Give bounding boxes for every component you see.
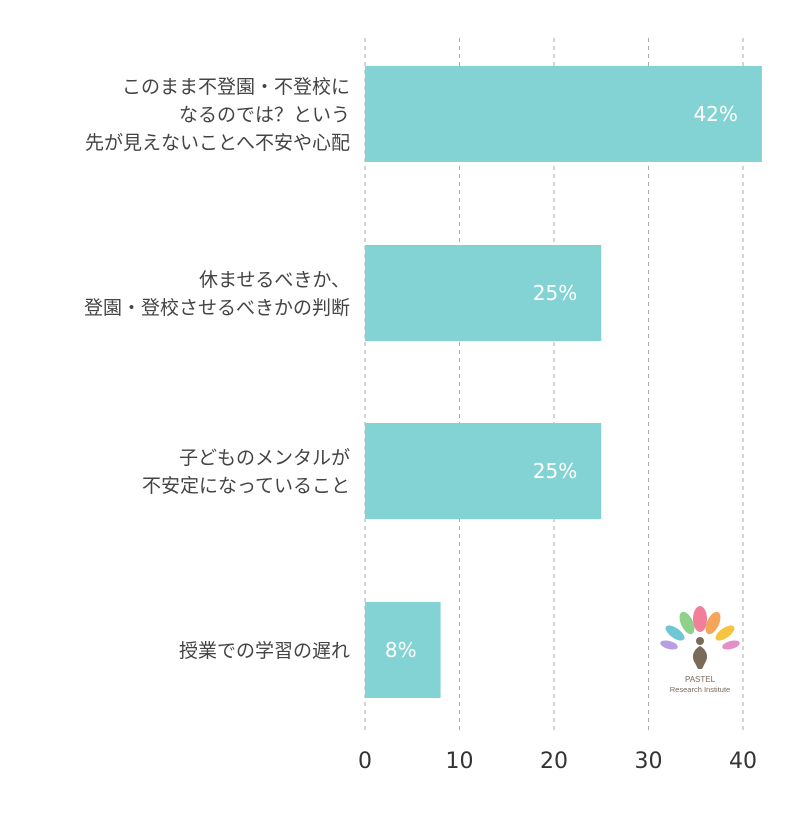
data-label-2: 25% bbox=[533, 281, 577, 305]
tick-label-40: 40 bbox=[729, 749, 757, 774]
pastel-logo: PASTEL Research Institute bbox=[660, 606, 740, 694]
category-label-4-line-1: 授業での学習の遅れ bbox=[179, 640, 350, 662]
logo-figure-icon bbox=[692, 637, 708, 669]
category-label-3-line-2: 不安定になっていること bbox=[142, 475, 350, 497]
logo-line2: Research Institute bbox=[670, 685, 730, 694]
category-label-1-line-3: 先が見えないことへ不安や心配 bbox=[85, 132, 350, 154]
bars: 42% 25% 25% 8% bbox=[365, 66, 762, 698]
logo-line1: PASTEL bbox=[685, 675, 716, 684]
category-label-1-line-1: このまま不登園・不登校に bbox=[122, 76, 350, 98]
x-tick-labels: 0 10 20 30 40 bbox=[358, 749, 757, 774]
category-labels: このまま不登園・不登校になるのでは？という先が見えないことへ不安や心配休ませるべ… bbox=[84, 76, 350, 662]
data-label-3: 25% bbox=[533, 459, 577, 483]
logo-petals-icon bbox=[660, 606, 740, 650]
tick-label-0: 0 bbox=[358, 749, 372, 774]
bar-4 bbox=[365, 602, 441, 698]
tick-label-20: 20 bbox=[540, 749, 568, 774]
data-label-4: 8% bbox=[385, 638, 417, 662]
tick-label-10: 10 bbox=[446, 749, 474, 774]
category-label-2-line-1: 休ませるべきか、 bbox=[199, 269, 350, 291]
data-label-1: 42% bbox=[693, 102, 737, 126]
category-label-3-line-1: 子どものメンタルが bbox=[179, 447, 350, 469]
tick-label-30: 30 bbox=[635, 749, 663, 774]
bar-3 bbox=[365, 423, 602, 519]
category-label-2-line-2: 登園・登校させるべきかの判断 bbox=[84, 297, 350, 319]
bar-1 bbox=[365, 66, 762, 162]
category-label-1-line-2: なるのでは？という bbox=[179, 104, 350, 126]
bar-2 bbox=[365, 245, 602, 341]
